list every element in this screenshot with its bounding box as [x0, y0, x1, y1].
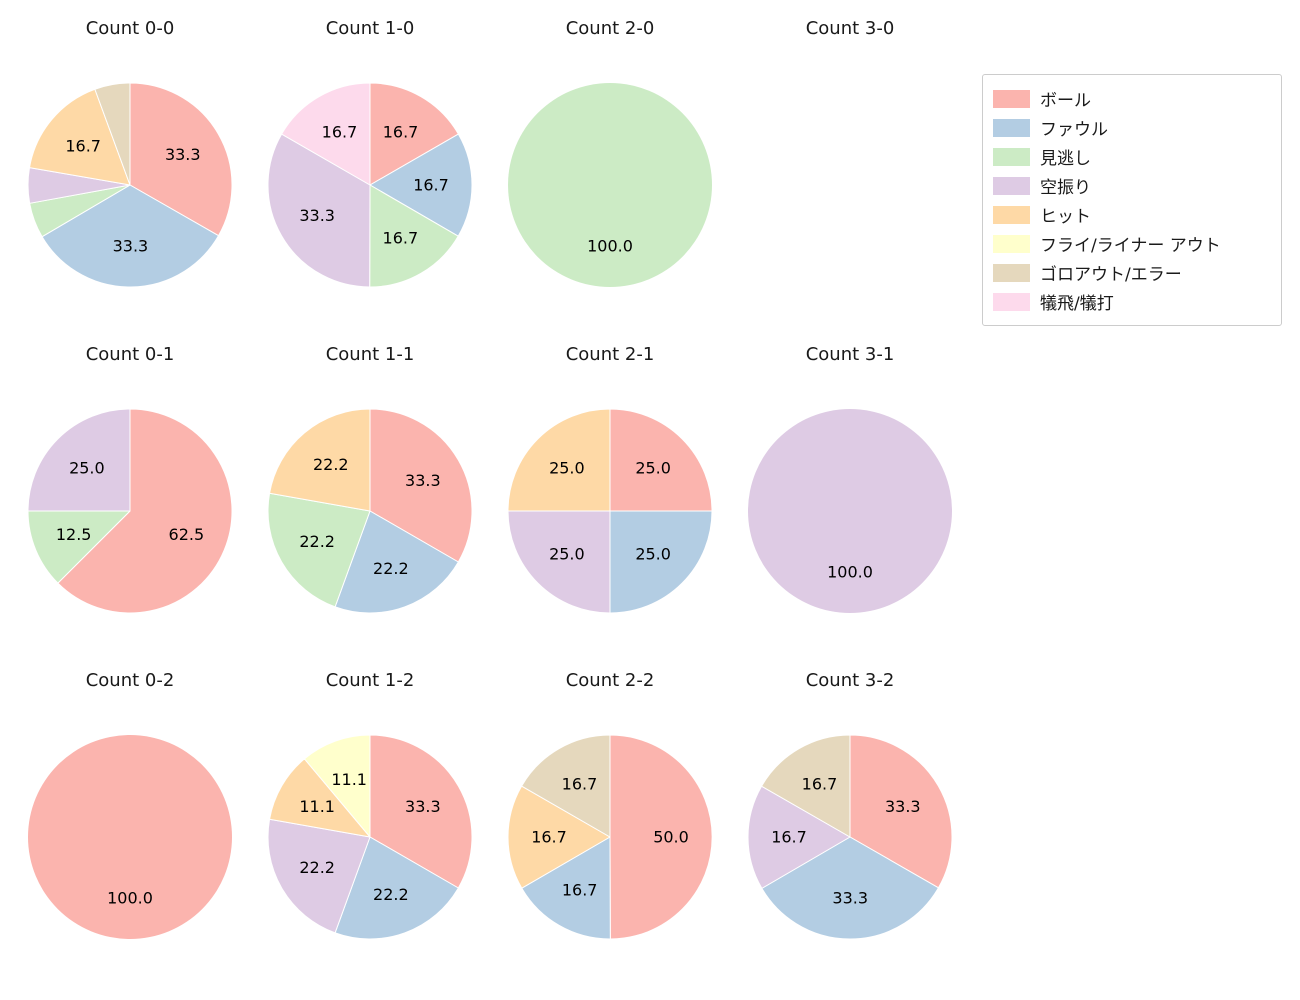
chart-cell-count-0-2: Count 0-2 100.0: [10, 670, 250, 980]
pie-pct-label: 25.0: [549, 545, 585, 564]
pie-pct-label: 16.7: [383, 123, 419, 142]
legend-swatch: [993, 89, 1030, 108]
pie-chart: 16.7 16.7 16.7 33.3 16.7: [268, 83, 472, 287]
pie-pct-label: 100.0: [107, 889, 153, 908]
legend-swatch: [993, 205, 1030, 224]
pie-pct-label: 16.7: [531, 828, 567, 847]
pie-pct-label: 16.7: [413, 176, 449, 195]
legend-item: ボール: [993, 84, 1271, 113]
pie-pct-label: 33.3: [299, 206, 335, 225]
chart-title: Count 3-2: [805, 670, 895, 691]
pie-chart: 50.0 16.7 16.7 16.7: [508, 735, 712, 939]
chart-cell-count-3-2: Count 3-2 33.3 33.3 16.7 16.7: [730, 670, 970, 980]
pie-pct-label: 16.7: [771, 828, 807, 847]
pie-chart: 62.5 12.5 25.0: [28, 409, 232, 613]
legend-swatch: [993, 234, 1030, 253]
pie-pct-label: 33.3: [405, 471, 441, 490]
pie-pct-label: 62.5: [169, 525, 205, 544]
chart-title: Count 2-1: [565, 344, 655, 365]
chart-title: Count 0-0: [85, 18, 175, 39]
chart-title: Count 0-2: [85, 670, 175, 691]
pie-chart: 100.0: [748, 409, 952, 613]
pie-pct-label: 16.7: [322, 123, 358, 142]
legend-label: 見逃し: [1040, 149, 1091, 169]
chart-cell-count-2-0: Count 2-0 100.0: [490, 18, 730, 328]
legend-swatch: [993, 147, 1030, 166]
pie-pct-label: 22.2: [299, 858, 335, 877]
legend-swatch: [993, 263, 1030, 282]
pie-pct-label: 33.3: [405, 797, 441, 816]
pie-pct-label: 12.5: [56, 525, 92, 544]
chart-title: Count 2-0: [565, 18, 655, 39]
pie-chart: 25.0 25.0 25.0 25.0: [508, 409, 712, 613]
legend-label: フライ/ライナー アウト: [1040, 236, 1221, 256]
pie-pct-label: 16.7: [802, 775, 838, 794]
legend-item: ファウル: [993, 113, 1271, 142]
pie-pct-label: 16.7: [65, 136, 101, 155]
pie-pct-label: 100.0: [827, 563, 873, 582]
chart-cell-count-1-0: Count 1-0 16.7 16.7 16.7 33.3 16.7: [250, 18, 490, 328]
pie-chart: 33.3 22.2 22.2 11.1 11.1: [268, 735, 472, 939]
pie-pct-label: 25.0: [69, 458, 105, 477]
legend-item: ヒット: [993, 200, 1271, 229]
pie-chart-empty: [748, 83, 952, 287]
legend-item: 空振り: [993, 171, 1271, 200]
chart-title: Count 1-1: [325, 344, 415, 365]
chart-title: Count 3-1: [805, 344, 895, 365]
legend: ボール ファウル 見逃し 空振り ヒット フライ/ライナー アウト ゴロアウト/…: [982, 74, 1282, 326]
legend-item: ゴロアウト/エラー: [993, 258, 1271, 287]
chart-cell-count-1-2: Count 1-2 33.3 22.2 22.2 11.1 11.1: [250, 670, 490, 980]
pie-pct-label: 33.3: [165, 145, 201, 164]
chart-cell-count-3-0: Count 3-0: [730, 18, 970, 328]
legend-label: 空振り: [1040, 178, 1091, 198]
pie-chart: 100.0: [28, 735, 232, 939]
pie-pct-label: 22.2: [373, 559, 409, 578]
chart-cell-count-0-0: Count 0-0 33.3 33.3 16.7: [10, 18, 250, 328]
pie-chart: 33.3 33.3 16.7 16.7: [748, 735, 952, 939]
chart-title: Count 2-2: [565, 670, 655, 691]
pie-pct-label: 11.1: [299, 797, 335, 816]
legend-item: 犠飛/犠打: [993, 287, 1271, 316]
pie-pct-label: 22.2: [373, 885, 409, 904]
legend-label: ヒット: [1040, 207, 1091, 227]
legend-label: ボール: [1040, 91, 1091, 111]
pie-chart: 33.3 33.3 16.7: [28, 83, 232, 287]
chart-title: Count 0-1: [85, 344, 175, 365]
chart-title: Count 1-2: [325, 670, 415, 691]
pie-pct-label: 16.7: [562, 880, 598, 899]
pie-pct-label: 22.2: [313, 455, 349, 474]
pie-pct-label: 16.7: [383, 228, 419, 247]
pie-pct-label: 50.0: [653, 827, 689, 846]
legend-swatch: [993, 176, 1030, 195]
pie-chart: 33.3 22.2 22.2 22.2: [268, 409, 472, 613]
pie-pct-label: 33.3: [113, 237, 149, 256]
pie-pct-label: 25.0: [549, 458, 585, 477]
chart-title: Count 3-0: [805, 18, 895, 39]
pie-pct-label: 22.2: [299, 532, 335, 551]
pie-pct-label: 100.0: [587, 237, 633, 256]
pie-pct-label: 11.1: [331, 770, 367, 789]
legend-item: 見逃し: [993, 142, 1271, 171]
legend-label: 犠飛/犠打: [1040, 294, 1114, 314]
chart-cell-count-0-1: Count 0-1 62.5 12.5 25.0: [10, 344, 250, 654]
chart-title: Count 1-0: [325, 18, 415, 39]
chart-cell-count-2-1: Count 2-1 25.0 25.0 25.0 25.0: [490, 344, 730, 654]
pie-pct-label: 33.3: [832, 889, 868, 908]
chart-cell-count-3-1: Count 3-1 100.0: [730, 344, 970, 654]
chart-cell-count-1-1: Count 1-1 33.3 22.2 22.2 22.2: [250, 344, 490, 654]
pie-chart: 100.0: [508, 83, 712, 287]
pie-pct-label: 25.0: [635, 545, 671, 564]
pie-pct-label: 25.0: [635, 458, 671, 477]
pie-pct-label: 16.7: [562, 775, 598, 794]
legend-label: ファウル: [1040, 120, 1108, 140]
chart-cell-count-2-2: Count 2-2 50.0 16.7 16.7 16.7: [490, 670, 730, 980]
legend-item: フライ/ライナー アウト: [993, 229, 1271, 258]
legend-swatch: [993, 292, 1030, 311]
legend-swatch: [993, 118, 1030, 137]
pie-pct-label: 33.3: [885, 797, 921, 816]
legend-label: ゴロアウト/エラー: [1040, 265, 1182, 285]
